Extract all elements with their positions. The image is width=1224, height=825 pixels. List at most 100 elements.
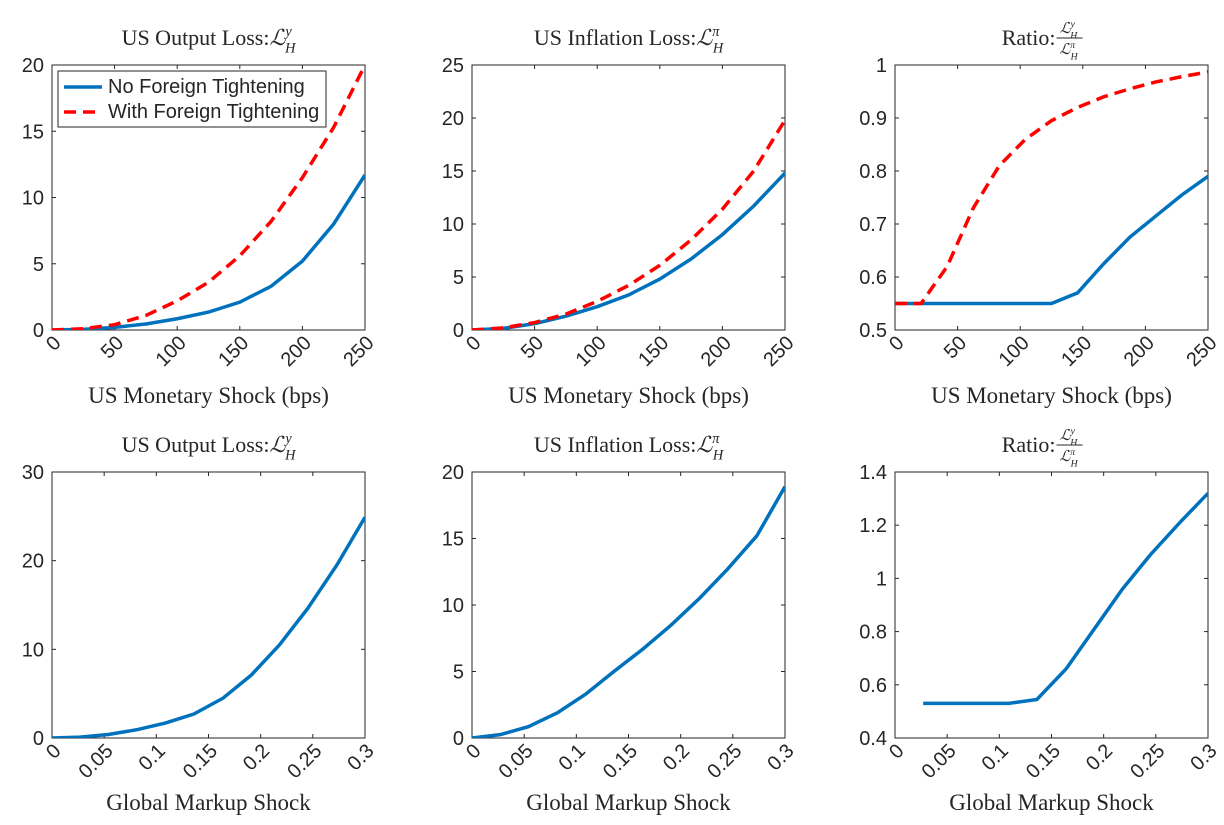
math-sub: H [712, 448, 724, 464]
legend-label: With Foreign Tightening [108, 101, 319, 123]
y-tick-label: 0.7 [859, 214, 887, 236]
y-tick-label: 0.8 [859, 161, 887, 183]
axes-box [894, 471, 1209, 739]
series-line [52, 516, 365, 738]
x-tick-label: 250 [339, 332, 378, 371]
y-tick-label: 25 [442, 55, 464, 77]
x-tick-label: 0.2 [1082, 740, 1117, 775]
x-tick-label: 150 [214, 332, 253, 371]
x-tick-label: 150 [634, 332, 673, 371]
x-tick-label: 0.15 [179, 740, 222, 783]
x-tick-label: 0.1 [555, 740, 590, 775]
x-tick-label: 0.1 [135, 740, 170, 775]
chart-title: Ratio: [1002, 25, 1056, 50]
x-tick-label: 250 [1182, 332, 1221, 371]
x-tick-label: 0.05 [918, 740, 961, 783]
x-axis-label: Global Markup Shock [106, 790, 311, 815]
x-tick-label: 0 [42, 740, 65, 763]
chart-title: Ratio: [1002, 432, 1056, 457]
y-tick-label: 1 [876, 568, 887, 590]
title-text: US Output Loss: [122, 432, 270, 457]
chart-title: US Output Loss:ℒy H [122, 24, 297, 57]
y-tick-label: 1.4 [859, 462, 887, 484]
y-tick-label: 20 [442, 108, 464, 130]
subplot: 0.5 0.6 0.7 0.8 0.9 1 0 50 100 150 200 250 US Moneta… [859, 19, 1221, 408]
legend-box [57, 70, 327, 128]
x-tick-label: 0.25 [703, 740, 746, 783]
series-line [923, 492, 1208, 706]
series-line [895, 70, 1208, 306]
axes-box [471, 64, 786, 331]
fraction-numerator: ℒy H [1060, 426, 1079, 448]
y-tick-label: 0.6 [859, 267, 887, 289]
y-tick-label: 20 [442, 462, 464, 484]
math-symbol: ℒ [696, 25, 713, 50]
y-tick-label: 0.6 [859, 675, 887, 697]
chart-title: US Inflation Loss:ℒπ H [534, 431, 724, 464]
x-tick-label: 50 [517, 332, 548, 363]
math-sub: H [1070, 458, 1079, 469]
math-symbol: ℒ [269, 432, 286, 457]
math-symbol: ℒ [1060, 21, 1072, 37]
x-axis-label: Global Markup Shock [526, 790, 731, 815]
y-tick-label: 15 [442, 529, 464, 551]
y-tick-label: 10 [442, 595, 464, 617]
math-sup: π [1070, 40, 1076, 51]
x-tick-label: 0.2 [659, 740, 694, 775]
x-tick-label: 0.3 [763, 740, 798, 775]
x-tick-label: 200 [277, 332, 316, 371]
y-tick-label: 15 [22, 121, 44, 143]
math-sup: y [283, 24, 292, 40]
chart-title: US Output Loss:ℒy H [122, 431, 297, 464]
math-symbol: ℒ [696, 432, 713, 457]
y-tick-label: 1.2 [859, 515, 887, 537]
x-tick-label: 0.1 [978, 740, 1013, 775]
math-sub: H [712, 41, 724, 57]
x-tick-label: 0.3 [1186, 740, 1221, 775]
math-sub: H [284, 41, 296, 57]
y-tick-label: 0.8 [859, 622, 887, 644]
title-text: US Output Loss: [122, 25, 270, 50]
y-tick-label: 0.9 [859, 108, 887, 130]
y-tick-label: 5 [33, 254, 44, 276]
y-tick-label: 30 [22, 462, 44, 484]
math-sub: H [284, 448, 296, 464]
math-sup: y [1069, 426, 1075, 437]
math-sup: y [1069, 19, 1075, 30]
title-text: US Inflation Loss: [534, 25, 697, 50]
math-symbol: ℒ [269, 25, 286, 50]
x-tick-label: 0 [462, 740, 485, 763]
y-tick-label: 1 [876, 55, 887, 77]
y-tick-label: 0 [33, 320, 44, 342]
title-text: US Inflation Loss: [534, 432, 697, 457]
y-tick-label: 0.4 [859, 728, 887, 750]
x-tick-label: 0.2 [239, 740, 274, 775]
x-tick-label: 0.25 [283, 740, 326, 783]
y-tick-label: 15 [442, 161, 464, 183]
x-tick-label: 0 [42, 332, 65, 355]
fraction-denominator: ℒπ H [1059, 447, 1078, 469]
x-tick-label: 50 [97, 332, 128, 363]
x-tick-label: 0.05 [75, 740, 118, 783]
chart-title: US Inflation Loss:ℒπ H [534, 24, 724, 57]
x-tick-label: 0.15 [1022, 740, 1065, 783]
math-sup: π [1070, 447, 1076, 458]
x-tick-label: 200 [1120, 332, 1159, 371]
y-tick-label: 5 [453, 662, 464, 684]
y-tick-label: 10 [22, 639, 44, 661]
axes-box [471, 471, 786, 739]
math-symbol: ℒ [1059, 449, 1071, 465]
series-line [52, 174, 365, 330]
y-tick-label: 10 [22, 188, 44, 210]
math-sup: π [712, 24, 720, 40]
x-tick-label: 0.3 [343, 740, 378, 775]
y-tick-label: 5 [453, 267, 464, 289]
y-tick-label: 0.5 [859, 320, 887, 342]
y-tick-label: 0 [453, 320, 464, 342]
x-tick-label: 50 [940, 332, 971, 363]
y-tick-label: 20 [22, 55, 44, 77]
